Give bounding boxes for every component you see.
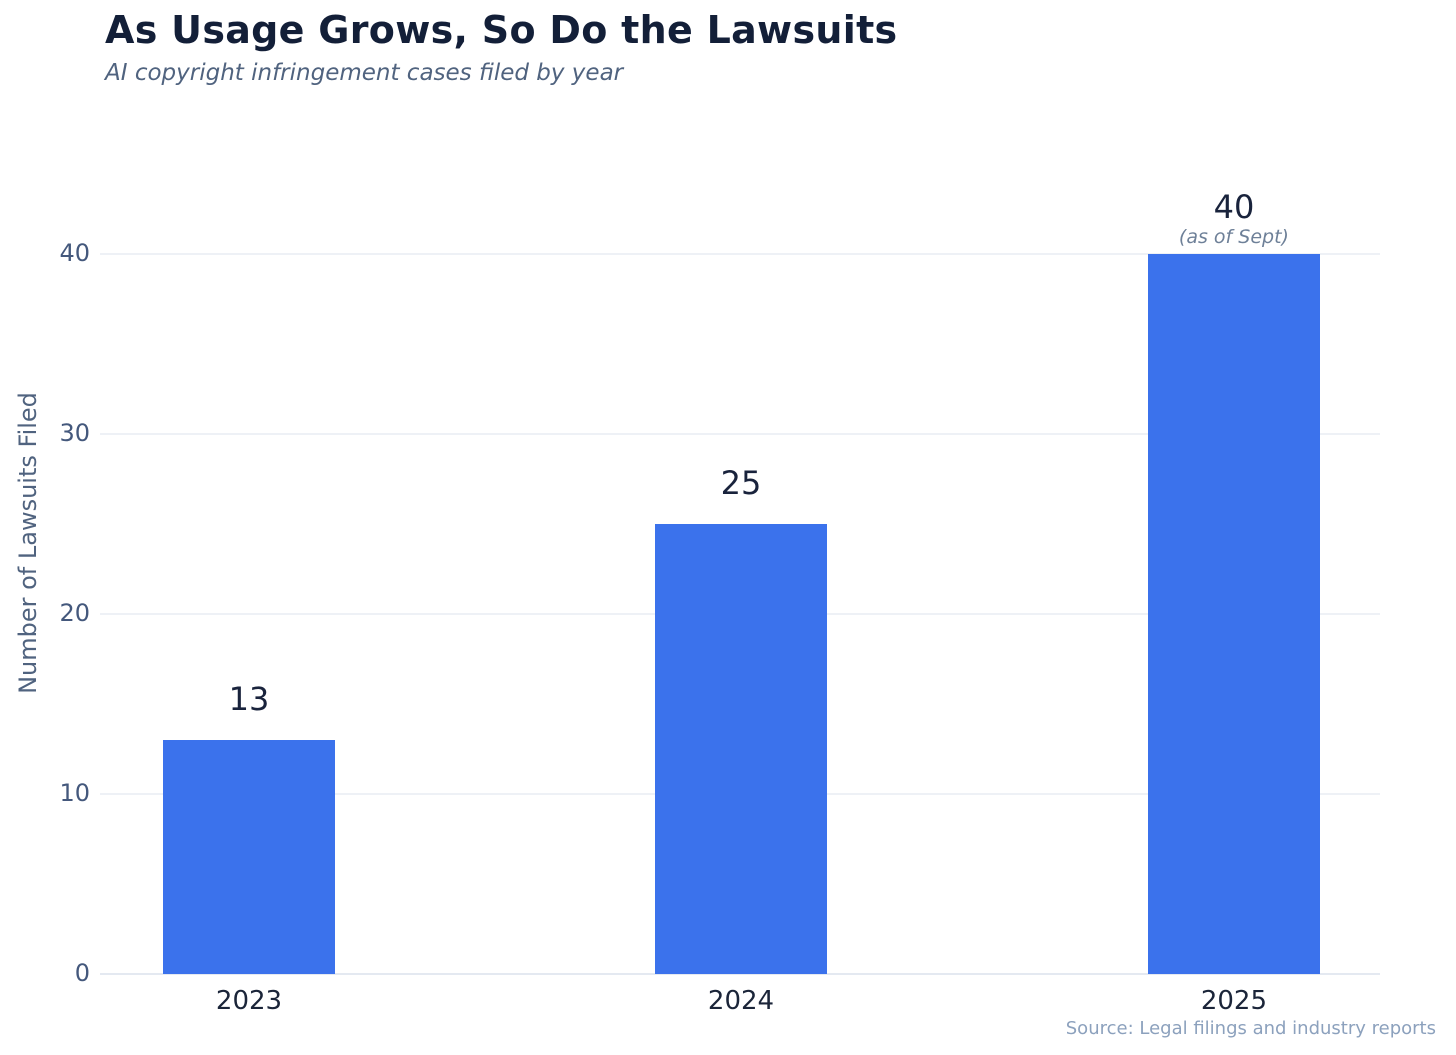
x-tick-label-2023: 2023 — [215, 986, 283, 1016]
y-tick-label-30: 30 — [59, 419, 90, 447]
bar-annotation-2025: (as of Sept) — [1178, 226, 1289, 248]
y-tick-label-40: 40 — [59, 239, 90, 267]
x-tick-label-2025: 2025 — [1200, 986, 1268, 1016]
y-tick-label-0: 0 — [74, 959, 90, 987]
gridline-y0 — [100, 973, 1380, 975]
source-note: Source: Legal filings and industry repor… — [1065, 1018, 1436, 1039]
bar-2023 — [162, 740, 335, 974]
y-tick-label-10: 10 — [59, 779, 90, 807]
value-label-2025: 40 — [1213, 188, 1255, 226]
chart-title: As Usage Grows, So Do the Lawsuits — [105, 8, 898, 52]
value-label-2024: 25 — [720, 464, 762, 502]
y-tick-label-20: 20 — [59, 599, 90, 627]
gridline-y40 — [100, 253, 1380, 255]
value-label-2023: 13 — [228, 680, 270, 718]
bar-2024 — [655, 524, 828, 974]
x-tick-label-2024: 2024 — [707, 986, 775, 1016]
chart-subtitle: AI copyright infringement cases filed by… — [105, 60, 624, 86]
gridline-y30 — [100, 433, 1380, 435]
bar-2025 — [1147, 254, 1320, 974]
